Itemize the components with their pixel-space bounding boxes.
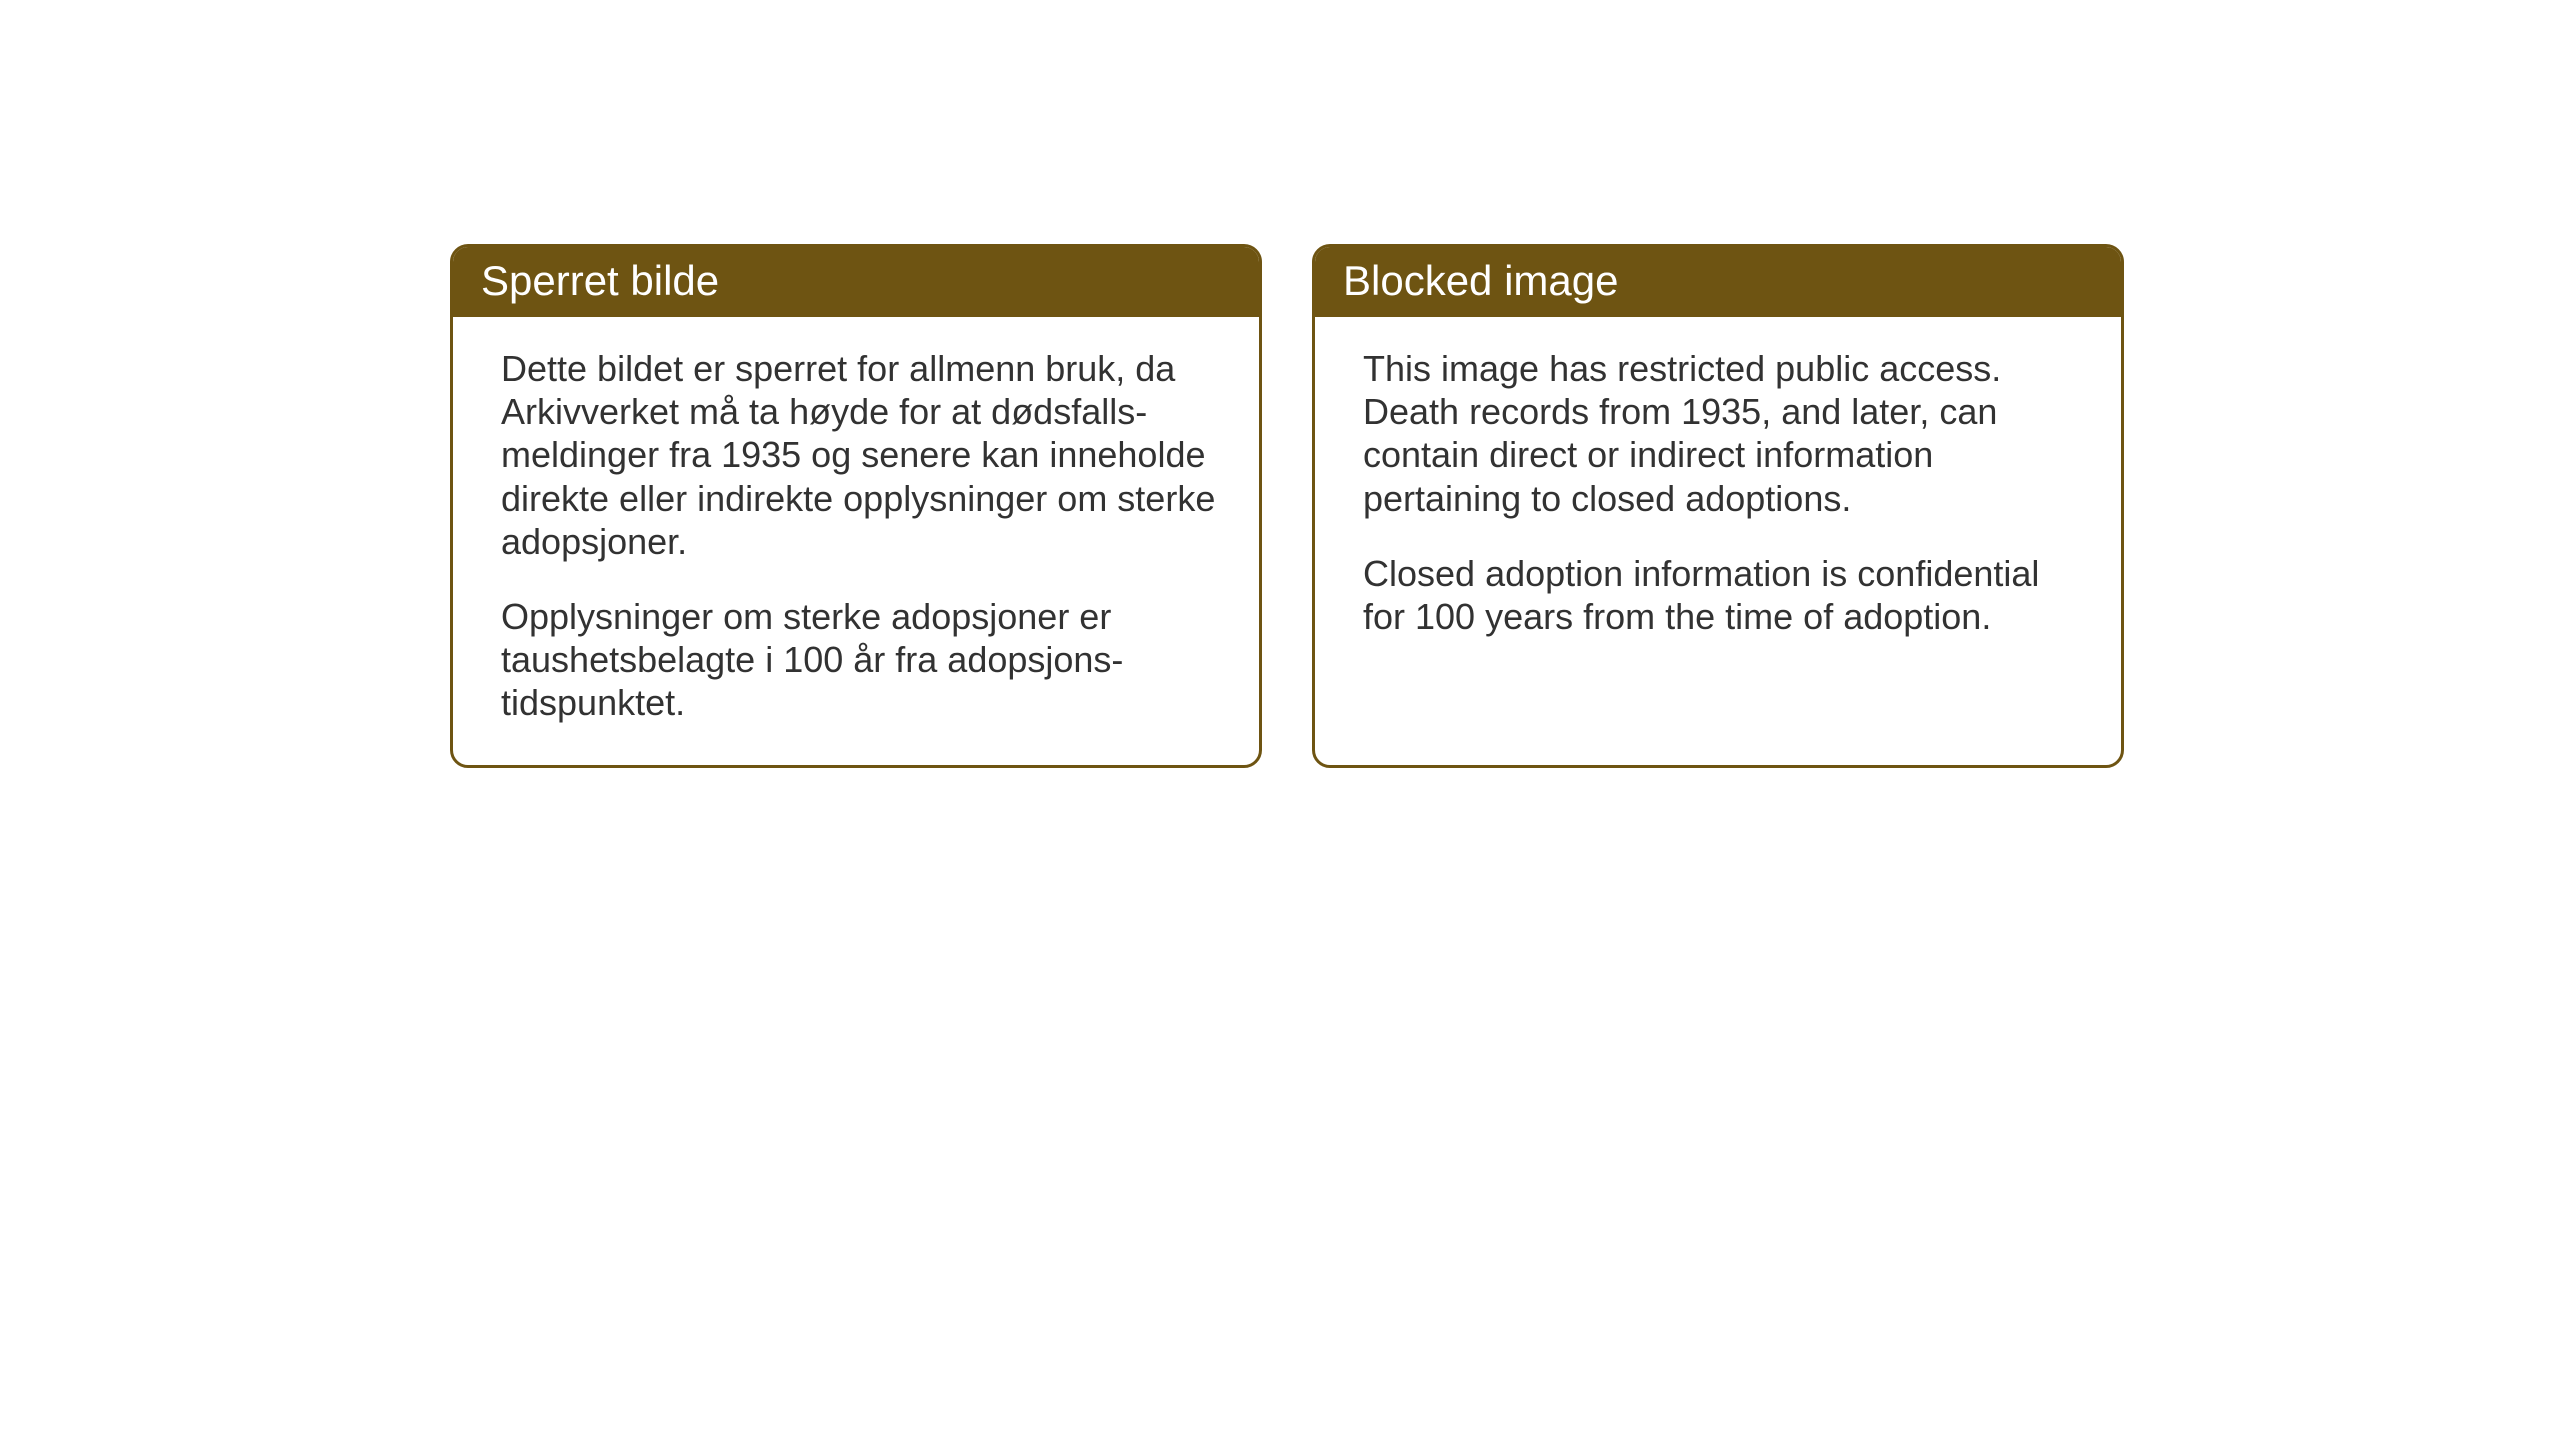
- paragraph-2-norwegian: Opplysninger om sterke adopsjoner er tau…: [501, 595, 1217, 725]
- card-body-norwegian: Dette bildet er sperret for allmenn bruk…: [453, 317, 1259, 765]
- notice-card-norwegian: Sperret bilde Dette bildet er sperret fo…: [450, 244, 1262, 768]
- paragraph-2-english: Closed adoption information is confident…: [1363, 552, 2079, 638]
- card-header-norwegian: Sperret bilde: [453, 247, 1259, 317]
- card-body-english: This image has restricted public access.…: [1315, 317, 2121, 716]
- paragraph-1-norwegian: Dette bildet er sperret for allmenn bruk…: [501, 347, 1217, 563]
- paragraph-1-english: This image has restricted public access.…: [1363, 347, 2079, 520]
- notice-card-english: Blocked image This image has restricted …: [1312, 244, 2124, 768]
- card-header-english: Blocked image: [1315, 247, 2121, 317]
- notice-container: Sperret bilde Dette bildet er sperret fo…: [450, 244, 2124, 768]
